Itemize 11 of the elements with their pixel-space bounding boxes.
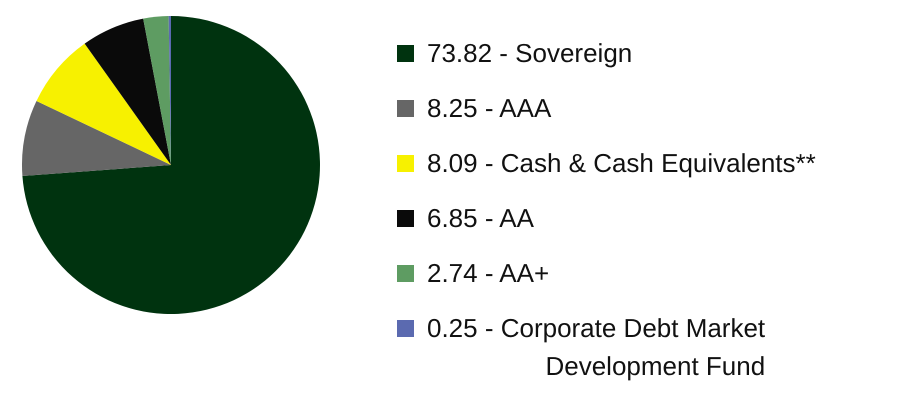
legend-label: 8.09 - Cash & Cash Equivalents**	[427, 148, 816, 178]
legend-label: 73.82 - Sovereign	[427, 38, 632, 68]
legend-label: 0.25 - Corporate Debt Market Development Fund	[427, 313, 766, 381]
legend-label: 2.74 - AA+	[427, 258, 550, 288]
legend-label: 6.85 - AA	[427, 203, 535, 234]
pie-slice	[143, 16, 171, 165]
pie-slice	[36, 44, 171, 165]
pie-slice	[22, 100, 171, 176]
pie-slice	[22, 16, 320, 314]
legend-label: 8.25 - AAA	[427, 93, 552, 124]
pie-slice	[84, 18, 171, 165]
